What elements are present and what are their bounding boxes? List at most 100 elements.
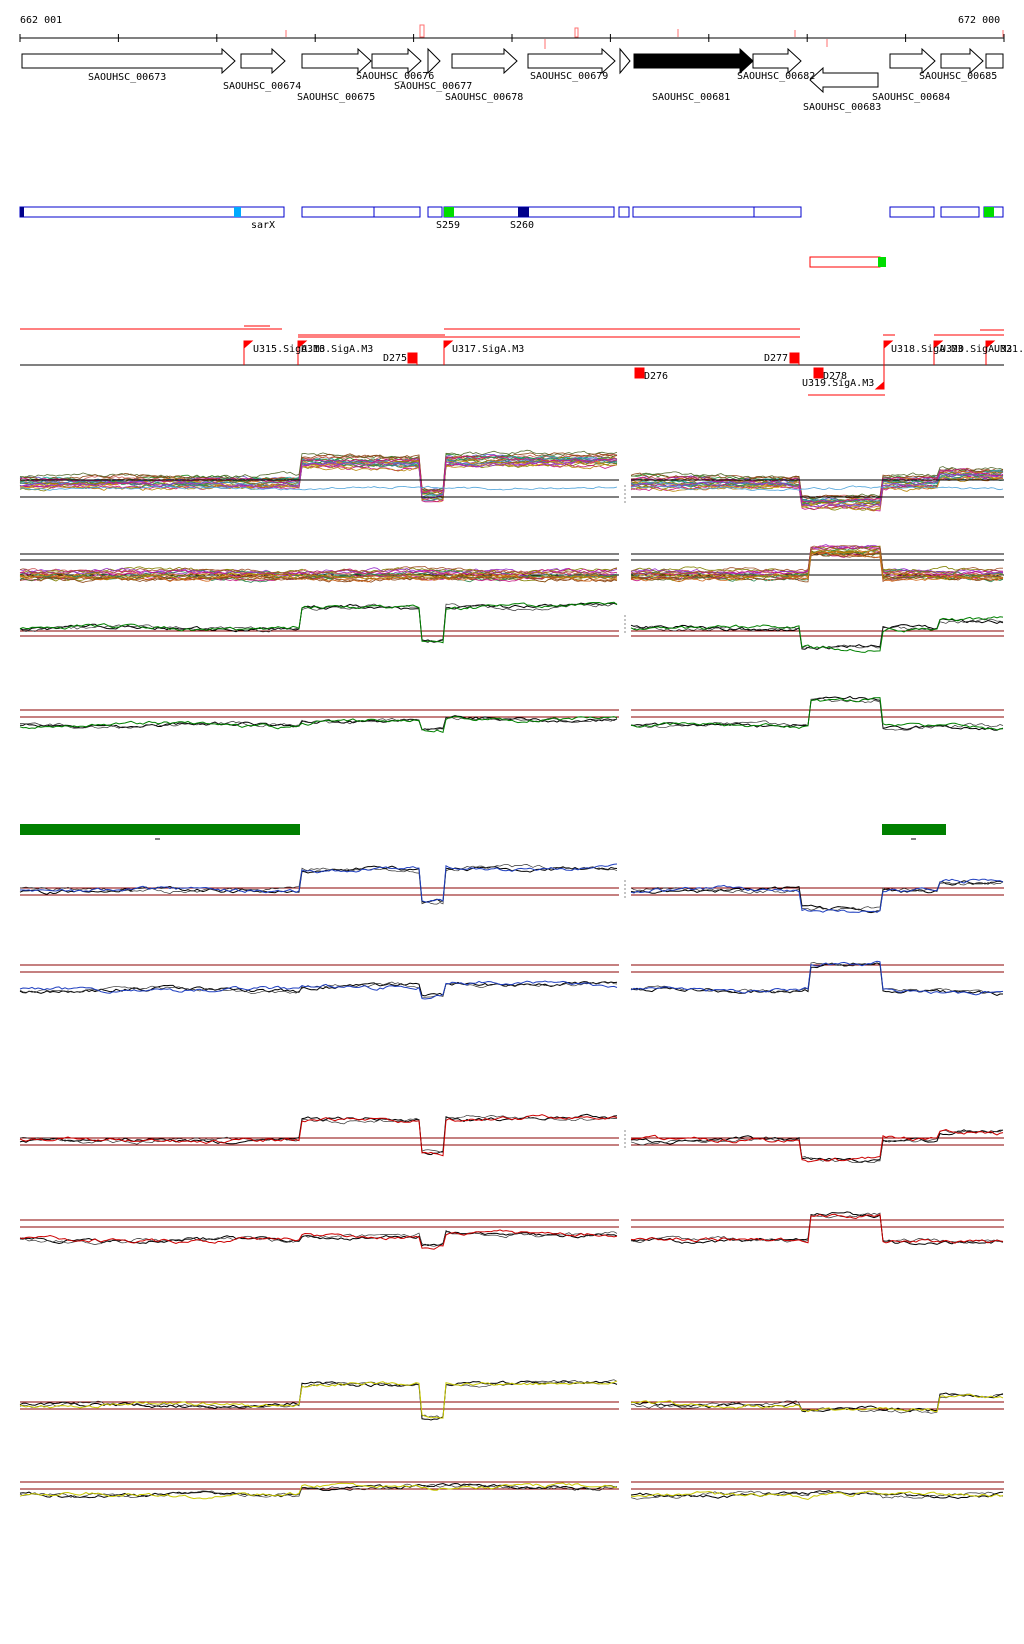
site-label-d275: D275 xyxy=(383,353,407,364)
trace-black xyxy=(19,1380,1004,1421)
segment-marker xyxy=(20,207,24,217)
region-bar[interactable] xyxy=(882,824,946,835)
gene-arrow-00678[interactable] xyxy=(451,47,518,75)
region-track xyxy=(20,824,946,840)
site-label-d276: D276 xyxy=(644,371,668,382)
site-flag[interactable] xyxy=(443,340,454,350)
trace-line xyxy=(19,545,1004,576)
coordinate-ruler: 662 001 672 000 xyxy=(19,15,1005,49)
segment-box[interactable] xyxy=(427,206,443,218)
segment-box[interactable] xyxy=(19,206,285,218)
trace-line xyxy=(19,485,1004,492)
segment-marker xyxy=(984,207,994,217)
gene-label: SAOUHSC_00673 xyxy=(88,72,166,83)
trace-colored xyxy=(19,697,1004,734)
site-label-u316: U316.SigA.M3 xyxy=(301,344,373,355)
trace-black xyxy=(19,602,1004,650)
trace-black xyxy=(19,1483,1004,1500)
site-flag[interactable] xyxy=(874,380,885,390)
gene-label: SAOUHSC_00679 xyxy=(530,71,608,82)
trace-line xyxy=(19,456,1004,506)
site-box[interactable] xyxy=(407,352,418,364)
segment-label-s259: S259 xyxy=(436,220,460,231)
expression-panel-multi-1 xyxy=(19,449,1004,512)
gene-arrow-00683[interactable] xyxy=(809,66,879,94)
region-bar[interactable] xyxy=(20,824,300,835)
gene-label: SAOUHSC_00674 xyxy=(223,81,301,92)
gene-arrow-00684[interactable] xyxy=(889,47,936,75)
trace-colored xyxy=(19,601,1004,653)
segment-box[interactable] xyxy=(940,206,980,218)
end-coordinate: 672 000 xyxy=(958,15,1000,26)
gene-arrow-00676[interactable] xyxy=(371,47,422,75)
expression-panel-yellow-b xyxy=(19,1481,1004,1501)
gene-arrow-00679[interactable] xyxy=(527,47,616,75)
segment-s260-marker xyxy=(518,207,529,217)
expression-panel-green-a xyxy=(19,601,1004,653)
trace-black xyxy=(19,1379,1004,1419)
gene-arrow-00686[interactable] xyxy=(985,53,1004,69)
gene-arrow-00675[interactable] xyxy=(301,47,372,75)
gene-track xyxy=(21,47,1004,94)
gene-arrow-00677[interactable] xyxy=(427,47,441,75)
trace-colored xyxy=(19,1114,1004,1163)
gene-label: SAOUHSC_00675 xyxy=(297,92,375,103)
trace-colored xyxy=(19,1213,1004,1250)
trace-colored xyxy=(19,1380,1004,1419)
gene-label: SAOUHSC_00677 xyxy=(394,81,472,92)
expression-panel-yellow-a xyxy=(19,1379,1004,1421)
site-label-d277: D277 xyxy=(764,353,788,364)
expression-panel-green-b xyxy=(19,695,1004,734)
gene-label: SAOUHSC_00681 xyxy=(652,92,730,103)
expression-panel-multi-2 xyxy=(19,544,1004,583)
trace-line xyxy=(19,458,1004,508)
gene-label: SAOUHSC_00683 xyxy=(803,102,881,113)
site-track: U315.SigA.M3 U316.SigA.M3 U317.SigA.M3 U… xyxy=(20,325,1024,396)
trace-black xyxy=(19,1114,1004,1164)
gene-label: SAOUHSC_00678 xyxy=(445,92,523,103)
site-box[interactable] xyxy=(789,352,800,364)
gene-arrow-00682[interactable] xyxy=(752,47,802,75)
site-box[interactable] xyxy=(813,367,824,379)
start-coordinate: 662 001 xyxy=(20,15,62,26)
site-label-u315: U315.SigA.M3 xyxy=(253,344,325,355)
segment-marker xyxy=(878,257,886,267)
site-label-d278: D278 xyxy=(823,371,847,382)
segment-box[interactable] xyxy=(301,206,421,218)
ruler-ticks xyxy=(19,34,1005,42)
gene-arrow-00680[interactable] xyxy=(619,47,631,75)
expression-panel-blue-b xyxy=(19,960,1004,1000)
trace-black xyxy=(19,865,1004,914)
segment-box[interactable] xyxy=(632,206,802,218)
gene-label: SAOUHSC_00676 xyxy=(356,71,434,82)
site-box[interactable] xyxy=(634,367,645,379)
gene-label: SAOUHSC_00685 xyxy=(919,71,997,82)
gene-arrow-00673[interactable] xyxy=(21,47,236,75)
site-label-u321: U321. xyxy=(994,344,1024,355)
segment-box-red[interactable] xyxy=(809,256,881,268)
trace-black xyxy=(19,1212,1004,1247)
segment-label-s260: S260 xyxy=(510,220,534,231)
trace-line xyxy=(19,454,1004,504)
trace-colored xyxy=(19,1482,1004,1501)
segment-label-sarx: sarX xyxy=(251,220,275,231)
site-flag[interactable] xyxy=(243,340,254,350)
site-label-u320: U320.SigA.M3 xyxy=(940,344,1012,355)
gene-arrow-00681-selected[interactable] xyxy=(633,47,754,75)
ruler-marks xyxy=(285,24,1004,49)
gene-arrow-00674[interactable] xyxy=(240,47,286,75)
site-label-u317: U317.SigA.M3 xyxy=(452,344,524,355)
trace-black xyxy=(20,697,1004,731)
site-label-u319: U319.SigA.M3 xyxy=(802,378,874,389)
trace-black xyxy=(19,962,1004,998)
gene-arrow-00685[interactable] xyxy=(940,47,984,75)
expression-panel-red-b xyxy=(19,1211,1004,1250)
trace-line xyxy=(19,449,1004,500)
segment-sarx-marker xyxy=(234,207,241,217)
trace-black xyxy=(19,962,1003,997)
segment-box[interactable] xyxy=(618,206,630,218)
gene-label: SAOUHSC_00682 xyxy=(737,71,815,82)
expression-panels xyxy=(19,449,1004,1501)
segment-box[interactable] xyxy=(889,206,935,218)
